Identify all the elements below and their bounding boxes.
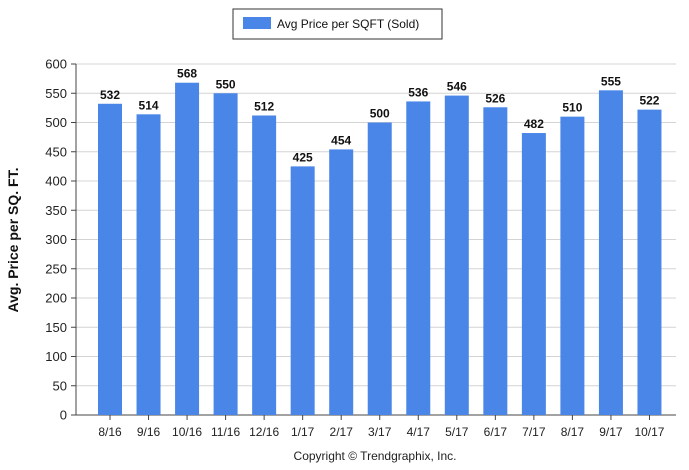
x-tick-label: 10/16 (172, 425, 202, 439)
legend: Avg Price per SQFT (Sold) (232, 8, 443, 40)
bar (560, 116, 585, 416)
bar (367, 122, 392, 415)
copyright-text: Copyright © Trendgraphix, Inc. (294, 449, 457, 463)
bar (136, 114, 161, 415)
bar (406, 101, 431, 415)
bar (598, 90, 623, 415)
x-tick-label: 9/17 (599, 425, 623, 439)
y-tick-label: 150 (45, 320, 67, 335)
x-tick-label: 5/17 (445, 425, 469, 439)
x-tick-label: 8/17 (561, 425, 585, 439)
y-tick-label: 450 (45, 144, 67, 159)
data-label: 550 (216, 77, 236, 91)
data-label: 425 (293, 150, 313, 164)
bar (637, 109, 662, 415)
bar (175, 82, 200, 415)
data-label: 568 (177, 67, 197, 81)
x-tick-label: 4/17 (407, 425, 431, 439)
bar (213, 93, 238, 415)
legend-label: Avg Price per SQFT (Sold) (277, 17, 419, 31)
x-tick-label: 7/17 (522, 425, 546, 439)
data-label: 500 (370, 107, 390, 121)
y-axis-label: Avg. Price per SQ. FT. (5, 168, 21, 313)
y-tick-label: 300 (45, 232, 67, 247)
bar (521, 133, 546, 415)
y-tick-label: 250 (45, 261, 67, 276)
data-label: 482 (524, 117, 544, 131)
y-tick-label: 600 (45, 57, 67, 72)
bar (98, 103, 122, 415)
x-tick-label: 9/16 (137, 425, 161, 439)
x-tick-label: 3/17 (368, 425, 392, 439)
x-tick-label: 6/17 (484, 425, 508, 439)
bar (290, 166, 315, 415)
legend-swatch (243, 17, 271, 29)
y-tick-label: 100 (45, 349, 67, 364)
x-tick-label: 12/16 (249, 425, 279, 439)
data-label: 546 (447, 80, 467, 94)
y-tick-label: 350 (45, 203, 67, 218)
data-label: 510 (562, 101, 582, 115)
x-tick-label: 8/16 (98, 425, 122, 439)
x-tick-label: 10/17 (634, 425, 664, 439)
y-tick-label: 400 (45, 174, 67, 189)
y-tick-label: 50 (53, 378, 67, 393)
y-tick-label: 0 (60, 408, 67, 423)
data-label: 526 (485, 91, 505, 105)
x-tick-label: 1/17 (291, 425, 315, 439)
y-tick-label: 500 (45, 115, 67, 130)
data-label: 532 (100, 88, 120, 102)
bar (444, 95, 469, 415)
data-label: 512 (254, 99, 274, 113)
bar (252, 115, 277, 415)
y-tick-label: 550 (45, 86, 67, 101)
bar (483, 107, 508, 415)
y-tick-label: 200 (45, 291, 67, 306)
data-label: 536 (408, 85, 428, 99)
x-tick-label: 11/16 (211, 425, 240, 439)
data-label: 555 (601, 74, 621, 88)
bar (329, 149, 354, 415)
data-label: 514 (139, 98, 159, 112)
data-label: 454 (331, 133, 351, 147)
data-label: 522 (639, 94, 659, 108)
x-tick-label: 2/17 (330, 425, 354, 439)
